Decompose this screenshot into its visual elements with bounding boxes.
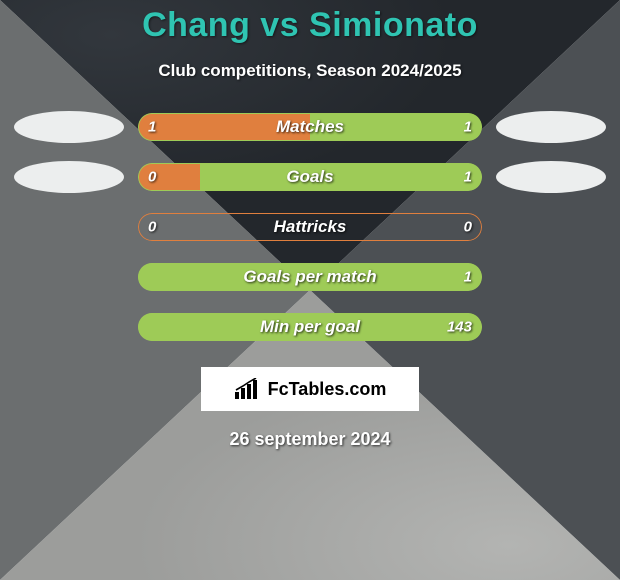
- stat-bar: 0 0Hattricks: [138, 213, 482, 241]
- stat-bar-fill-right: [138, 263, 482, 291]
- player-right-marker: [496, 111, 606, 143]
- stat-row: 1Goals per match: [0, 261, 620, 293]
- player-left-marker: [14, 161, 124, 193]
- player-right-marker: [496, 161, 606, 193]
- spacer: [14, 311, 124, 343]
- spacer: [496, 211, 606, 243]
- stats-container: 11Matches 01Goals 0 0Hattricks 1Goals per ma…: [0, 111, 620, 343]
- chart-icon: [234, 378, 262, 400]
- stat-bar-fill-left: [138, 163, 200, 191]
- brand-box: FcTables.com: [201, 367, 419, 411]
- stat-value-left: 0: [148, 219, 156, 236]
- stat-value-right: 0: [464, 219, 472, 236]
- spacer: [496, 311, 606, 343]
- stat-bar: 1Goals per match: [138, 263, 482, 291]
- stat-row: 01Goals: [0, 161, 620, 193]
- stat-bar-border: [138, 213, 482, 241]
- stat-bar-fill-right: [200, 163, 482, 191]
- stat-bar-fill-right: [138, 313, 482, 341]
- subtitle: Club competitions, Season 2024/2025: [0, 61, 620, 81]
- stat-bar: 01Goals: [138, 163, 482, 191]
- spacer: [14, 261, 124, 293]
- stat-bar: 11Matches: [138, 113, 482, 141]
- stat-bar-fill-left: [138, 113, 310, 141]
- brand-text: FcTables.com: [268, 379, 387, 400]
- date-text: 26 september 2024: [0, 429, 620, 450]
- stat-row: 0 0Hattricks: [0, 211, 620, 243]
- spacer: [496, 261, 606, 293]
- stat-row: 11Matches: [0, 111, 620, 143]
- player-left-marker: [14, 111, 124, 143]
- stat-bar: 143Min per goal: [138, 313, 482, 341]
- stat-row: 143Min per goal: [0, 311, 620, 343]
- stat-bar-fill-right: [310, 113, 482, 141]
- stat-label: Hattricks: [138, 217, 482, 237]
- spacer: [14, 211, 124, 243]
- page-title: Chang vs Simionato: [0, 6, 620, 45]
